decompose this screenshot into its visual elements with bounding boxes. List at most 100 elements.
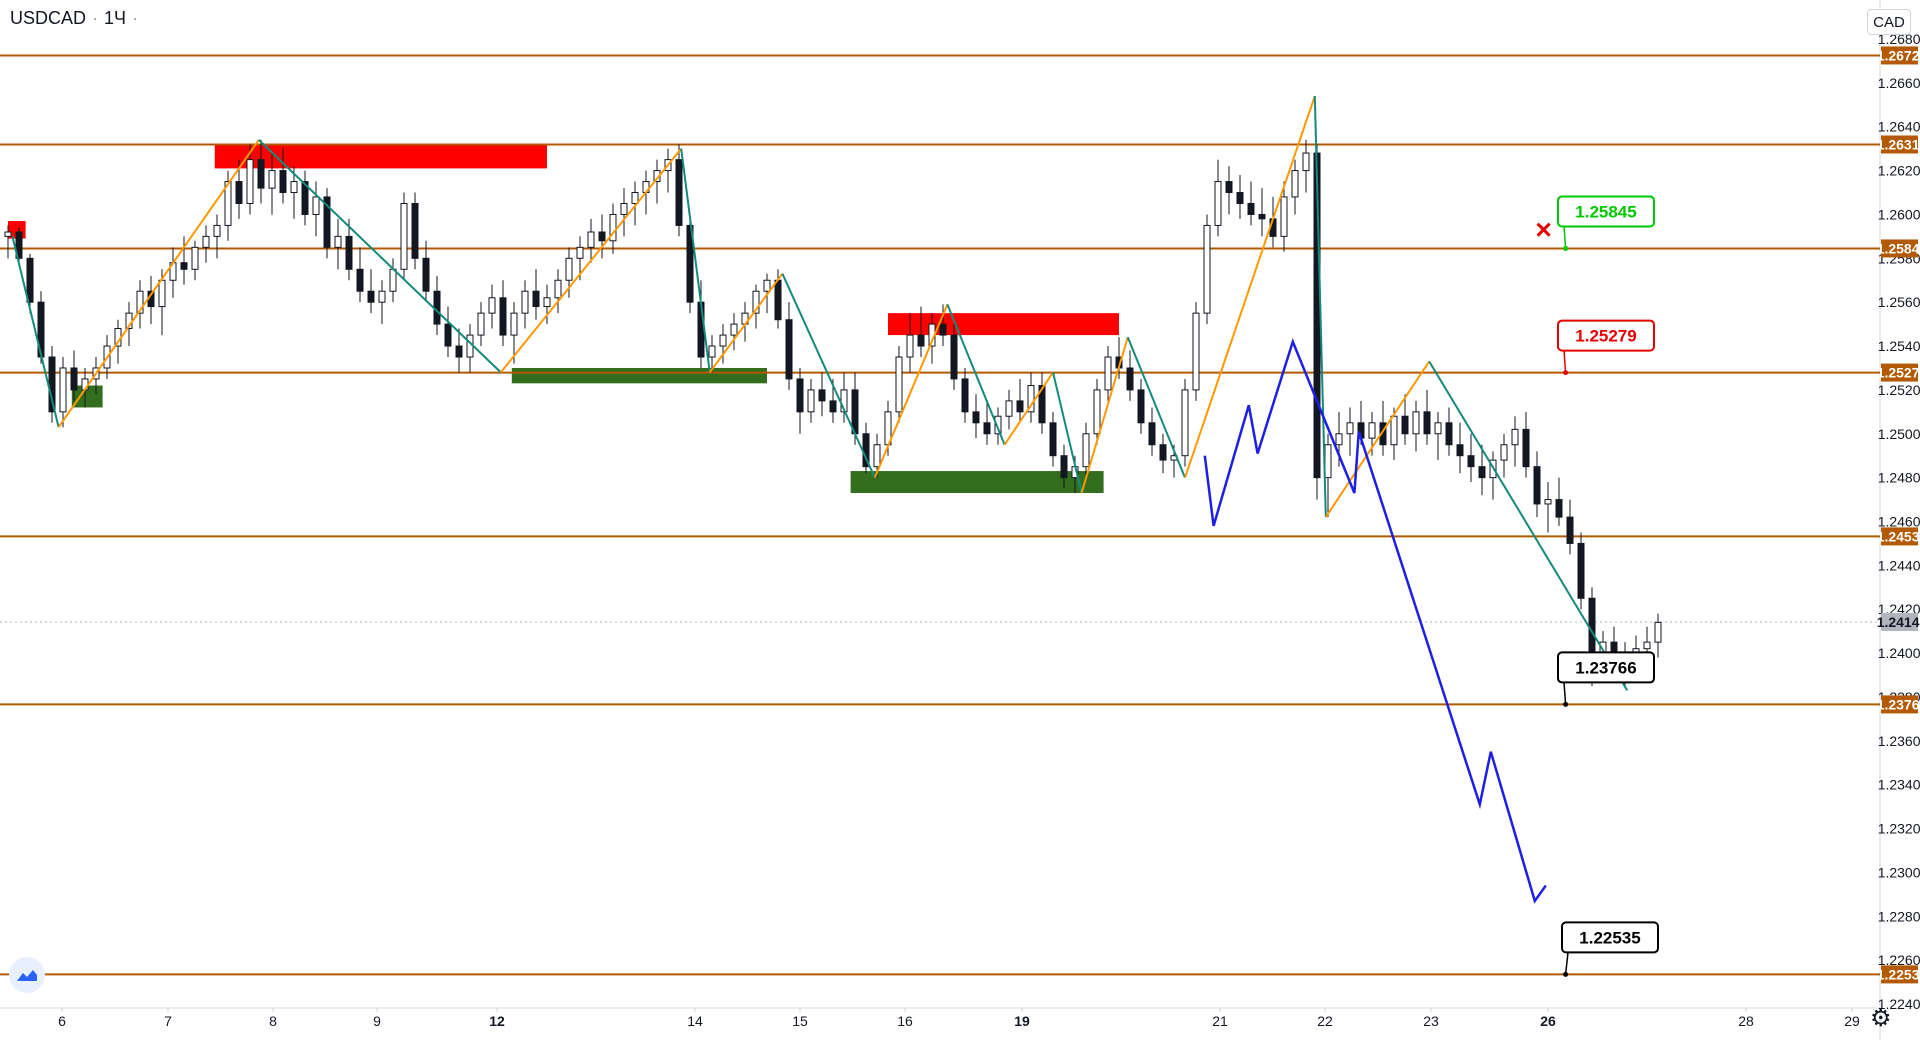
time-tick-label: 15 [792, 1013, 808, 1029]
price-tick-label: 1.26400 [1878, 119, 1920, 135]
candle-body [334, 235, 342, 248]
candle-body [1291, 170, 1299, 198]
candle-body [521, 290, 529, 314]
zigzag-up-line [1324, 360, 1431, 518]
level-price-label: 1.25845 [1877, 240, 1920, 256]
candle-body [246, 159, 254, 204]
candle-body [532, 290, 540, 308]
candle-body [1214, 181, 1222, 226]
zigzag-down-line [258, 139, 502, 374]
price-axis-panel [1880, 0, 1920, 1040]
current-price-badge [1881, 612, 1918, 631]
candle-body [1566, 516, 1574, 544]
candle-body [1181, 389, 1189, 457]
candle-body [1522, 428, 1530, 468]
candle-body [279, 170, 287, 194]
candle-body [1082, 433, 1090, 468]
level-price-badge [1881, 239, 1918, 258]
target-callout-pointer [1563, 350, 1567, 373]
candle-body [1324, 444, 1332, 479]
time-tick-label: 9 [373, 1013, 381, 1029]
price-tick-label: 1.26800 [1878, 31, 1920, 47]
zigzag-down-line [1313, 95, 1327, 518]
candle-body [796, 378, 804, 413]
target-callout-box [1557, 195, 1655, 228]
time-tick-label: 23 [1423, 1013, 1439, 1029]
target-anchor-dot [1563, 245, 1569, 251]
zigzag-up-line [57, 139, 260, 428]
candle-body [301, 181, 309, 215]
candle-body [1544, 499, 1552, 505]
candle-body [609, 213, 617, 242]
candle-body [1192, 312, 1200, 391]
candle-body [1104, 356, 1112, 391]
level-price-badge [1881, 527, 1918, 546]
candle-body [829, 400, 837, 413]
candle-body [972, 411, 980, 424]
candle-body [631, 192, 639, 204]
zigzag-down-line [946, 303, 1006, 446]
time-tick-label: 8 [269, 1013, 277, 1029]
candle-body [818, 389, 826, 402]
zigzag-down-line [1428, 360, 1629, 691]
candle-body [543, 297, 551, 308]
price-tick-label: 1.23400 [1878, 777, 1920, 793]
candle-body [554, 279, 562, 299]
time-tick-label: 19 [1014, 1013, 1030, 1029]
price-tick-label: 1.24000 [1878, 645, 1920, 661]
tradingview-logo-icon[interactable] [9, 957, 45, 993]
candle-body [906, 334, 914, 358]
candle-body [1412, 411, 1420, 435]
currency-badge[interactable]: CAD [1867, 9, 1911, 35]
candle-body [763, 279, 771, 292]
zigzag-up-line [873, 303, 949, 479]
candle-body [917, 334, 925, 347]
gear-icon[interactable]: ⚙ [1870, 1005, 1892, 1032]
candle-body [1280, 196, 1288, 237]
candle-body [400, 202, 408, 270]
candle-body [939, 323, 947, 336]
zigzag-up-line [1003, 371, 1054, 446]
candle-body [1225, 181, 1233, 194]
zigzag-up-line [500, 148, 682, 373]
level-price-label: 1.26725 [1877, 47, 1920, 63]
candle-body [1335, 433, 1343, 446]
price-tick-label: 1.24600 [1878, 514, 1920, 530]
candle-body [1126, 367, 1134, 391]
candle-body [1445, 422, 1453, 446]
candle-body [565, 257, 573, 281]
candle-body [136, 290, 144, 314]
candle-body [1533, 466, 1541, 505]
candle-body [1500, 444, 1508, 461]
target-callout-pointer [1563, 682, 1567, 705]
candle-body [510, 312, 518, 336]
candle-body [235, 181, 243, 204]
time-tick-label: 21 [1212, 1013, 1228, 1029]
price-tick-label: 1.22800 [1878, 908, 1920, 924]
price-tick-label: 1.23000 [1878, 864, 1920, 880]
zigzag-down-line [11, 236, 60, 428]
candle-body [345, 235, 353, 270]
level-price-label: 1.25279 [1877, 365, 1920, 381]
time-tick-label: 26 [1540, 1013, 1556, 1029]
zigzag-up-line [1080, 336, 1129, 494]
time-tick-label: 7 [164, 1013, 172, 1029]
support-zone [71, 385, 103, 408]
candle-body [895, 356, 903, 413]
candle-body [686, 224, 694, 303]
candle-body [158, 279, 166, 308]
level-price-badge [1881, 363, 1918, 382]
candle-body [202, 235, 210, 248]
candle-body [1203, 224, 1211, 314]
target-anchor-dot [1563, 370, 1569, 376]
candle-body [378, 290, 386, 303]
candle-body [1159, 444, 1167, 461]
symbol-legend[interactable]: USDCAD · 1Ч · [10, 8, 138, 29]
candle-body [1511, 428, 1519, 446]
candle-body [1423, 411, 1431, 435]
level-price-badge [1881, 695, 1918, 714]
candle-body [1577, 542, 1585, 599]
candle-body [1401, 415, 1409, 435]
